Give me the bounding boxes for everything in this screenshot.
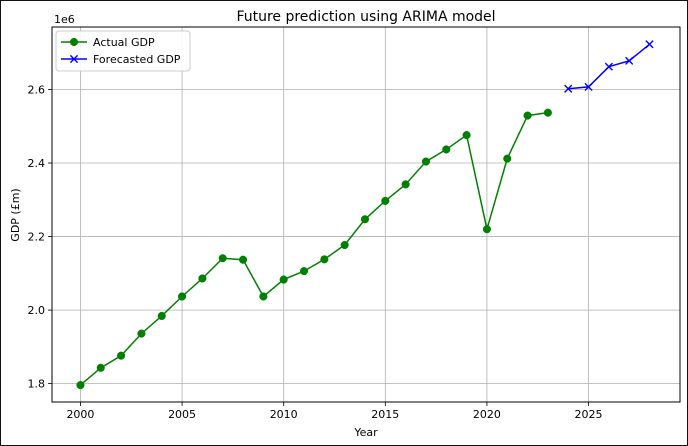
x-tick-label: 2010 (270, 408, 298, 421)
forecast-gdp-point (584, 82, 593, 92)
x-axis: 2000 2005 2010 2015 2020 2025 (66, 402, 603, 421)
x-tick-label: 2025 (575, 408, 603, 421)
x-tick-label: 2005 (168, 408, 196, 421)
grid (52, 27, 680, 402)
legend-marker (69, 54, 79, 64)
chart-title: Future prediction using ARIMA model (236, 9, 495, 25)
forecast-gdp-point (625, 56, 634, 65)
actual-gdp-series (76, 108, 552, 390)
legend-box (55, 30, 191, 72)
actual-gdp-point (198, 274, 207, 283)
actual-gdp-point (523, 111, 532, 120)
y-tick-label: 2.4 (28, 157, 46, 170)
actual-gdp-point (340, 240, 349, 250)
x-tick-label: 2015 (371, 408, 399, 421)
actual-gdp-point (117, 351, 126, 360)
actual-gdp-point (503, 154, 512, 163)
forecast-gdp-point (604, 62, 613, 71)
series-layer (76, 40, 654, 390)
legend-entry-forecast-gdp: Forecasted GDP (61, 53, 181, 66)
actual-gdp-point (238, 255, 248, 264)
legend: Actual GDP Forecasted GDP (55, 30, 191, 72)
y-axis: 1.8 2.0 2.2 2.4 2.6 (28, 84, 52, 391)
forecast-gdp-point (564, 84, 573, 93)
actual-gdp-point (259, 292, 268, 301)
x-axis-title: Year (353, 426, 378, 439)
y-tick-label: 2.6 (28, 84, 46, 97)
actual-gdp-line (79, 111, 549, 386)
y-tick-label: 2.2 (28, 231, 46, 244)
actual-gdp-point (401, 180, 410, 189)
actual-gdp-point (482, 225, 491, 234)
legend-label: Actual GDP (93, 36, 155, 49)
actual-gdp-point (178, 292, 187, 301)
y-offset-label: 1e6 (54, 13, 75, 26)
actual-gdp-point (76, 381, 85, 390)
actual-gdp-point (543, 108, 552, 117)
actual-gdp-point (279, 275, 288, 284)
actual-gdp-point (157, 311, 166, 321)
actual-gdp-point (421, 157, 431, 166)
legend-label: Forecasted GDP (93, 53, 181, 66)
actual-gdp-point (442, 145, 451, 154)
x-tick-label: 2020 (473, 408, 501, 421)
actual-gdp-point (320, 255, 329, 264)
actual-gdp-point (462, 131, 471, 140)
y-axis-title: GDP (£m) (9, 188, 22, 241)
actual-gdp-point (96, 363, 105, 372)
forecast-gdp-series (564, 40, 654, 93)
actual-gdp-point (360, 215, 370, 224)
plot-area (51, 26, 681, 403)
actual-gdp-point (218, 254, 227, 263)
actual-gdp-point (137, 329, 146, 338)
x-tick-label: 2000 (66, 408, 94, 421)
legend-marker (69, 37, 79, 47)
y-tick-label: 2.0 (28, 304, 46, 317)
forecast-gdp-point (645, 40, 654, 49)
actual-gdp-point (299, 267, 309, 276)
legend-entry-actual-gdp: Actual GDP (61, 36, 155, 49)
actual-gdp-point (381, 196, 390, 205)
y-tick-label: 1.8 (28, 378, 46, 391)
